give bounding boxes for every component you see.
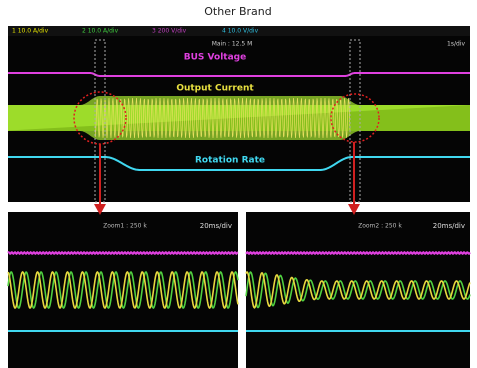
bus-label: BUS Voltage: [184, 53, 246, 63]
channel-label: 2 10.0 A/div: [82, 28, 119, 35]
zoom2-timebase: 20ms/div: [433, 222, 465, 230]
channel-label: 4 10.0 V/div: [222, 28, 259, 35]
title: Other Brand: [204, 5, 272, 18]
bus-voltage-trace: [246, 252, 470, 254]
zoom1-timebase: 20ms/div: [200, 222, 232, 230]
zoom2-record: Zoom2 : 250 k: [358, 223, 402, 230]
bus-voltage-trace: [8, 252, 238, 254]
channel-label: 3 200 V/div: [152, 28, 187, 35]
zoom2-screen: [246, 212, 470, 368]
zoom1-record: Zoom1 : 250 k: [103, 223, 147, 230]
record-length: Main : 12.5 M: [212, 41, 253, 48]
rotation-label: Rotation Rate: [195, 156, 265, 166]
page: Other Brand 1 10.0 A/div 2 10.0 A/div 3 …: [0, 0, 477, 368]
current-label: Output Current: [176, 84, 254, 94]
timebase: 1s/div: [447, 41, 465, 48]
channel-label: 1 10.0 A/div: [12, 28, 49, 35]
